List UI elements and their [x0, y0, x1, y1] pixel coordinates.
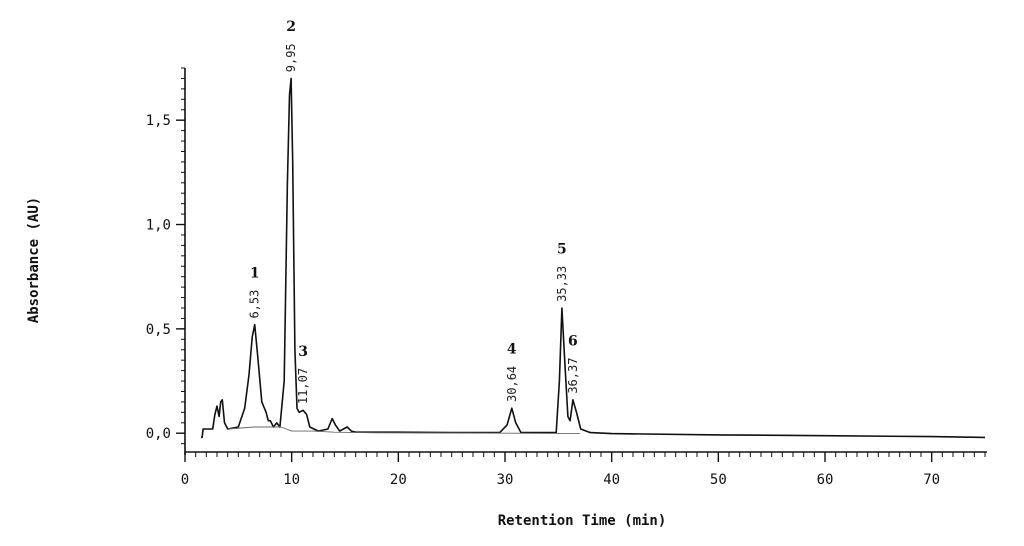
peak-retention-label: 35,33 [555, 266, 569, 302]
peak-number-label: 4 [507, 342, 517, 358]
x-tick-label: 50 [710, 472, 727, 488]
series-layer [201, 77, 986, 439]
y-ticks: 0,0 0,5 1,0 1,5 [146, 67, 185, 445]
x-tick-label: 0 [181, 472, 189, 488]
y-tick-label: 1,0 [146, 218, 171, 234]
x-tick-label: 30 [497, 472, 514, 488]
x-tick-label: 60 [817, 472, 834, 488]
y-tick-label: 0,5 [146, 322, 171, 338]
x-axis-title: Retention Time (min) [498, 513, 667, 529]
baseline-trace [227, 426, 580, 435]
x-tick-label: 70 [923, 472, 940, 488]
peak-retention-label: 36,37 [566, 358, 580, 394]
peak-retention-label: 30,64 [505, 366, 519, 402]
peak-retention-label: 6,53 [248, 290, 262, 319]
peak-number-label: 1 [250, 266, 260, 282]
x-tick-label: 10 [283, 472, 300, 488]
chromatogram-trace [201, 77, 986, 439]
peak-number-label: 5 [557, 242, 567, 258]
peak-retention-label: 9,95 [284, 43, 298, 72]
y-tick-label: 0,0 [146, 426, 171, 442]
peak-number-label: 6 [568, 333, 578, 349]
x-tick-label: 20 [390, 472, 407, 488]
peak-annotations: 6,53 1 9,95 2 11,07 3 30,64 4 35,33 5 36,37 6 [248, 19, 580, 404]
y-axis-title: Absorbance (AU) [26, 197, 42, 323]
peak-number-label: 3 [298, 344, 308, 360]
peak-number-label: 2 [286, 19, 296, 35]
axes [184, 68, 987, 455]
peak-retention-label: 11,07 [296, 368, 310, 404]
x-tick-label: 40 [603, 472, 620, 488]
x-ticks: 0 10 20 30 40 50 60 70 [181, 452, 986, 488]
y-tick-label: 1,5 [146, 113, 171, 129]
